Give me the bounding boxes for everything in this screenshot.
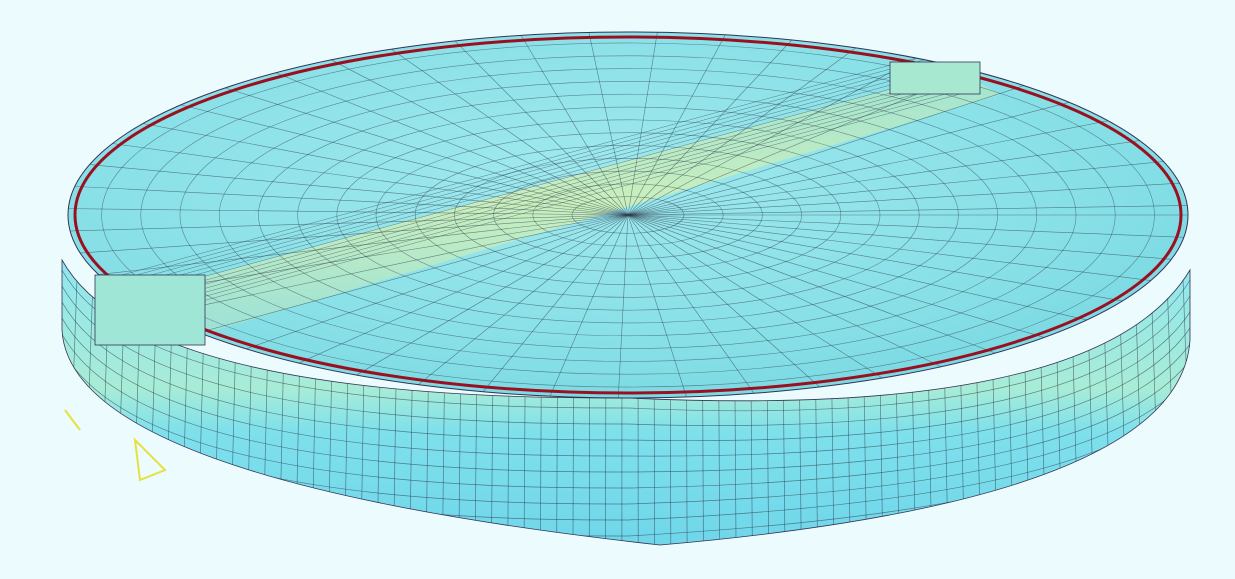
mesh-line — [627, 120, 1109, 216]
mesh-line — [418, 214, 629, 385]
mesh-line — [124, 214, 629, 296]
mesh-line — [627, 39, 792, 216]
mesh-line — [80, 214, 629, 254]
mesh-line — [198, 214, 629, 333]
mesh-line — [74, 186, 629, 216]
mesh-line — [627, 214, 1123, 302]
mesh-line — [482, 214, 629, 392]
mesh-line — [99, 85, 961, 322]
mesh-line — [627, 214, 883, 379]
mesh-line — [627, 57, 917, 216]
mesh-line — [627, 214, 1045, 338]
mesh-line — [356, 214, 629, 376]
mesh-line — [99, 53, 961, 290]
mesh-line — [627, 32, 658, 216]
top-mesh — [68, 32, 1188, 398]
mesh-line — [275, 72, 629, 216]
mesh-line — [112, 143, 629, 216]
mesh-line — [68, 208, 629, 216]
mesh-line — [627, 214, 1172, 260]
mesh-line — [627, 214, 1087, 321]
support-marker — [133, 437, 167, 482]
mesh-line — [627, 214, 755, 394]
mesh-line — [225, 87, 629, 216]
mesh-line — [142, 123, 629, 216]
mesh-line — [627, 161, 1164, 216]
mesh-line — [62, 333, 1190, 473]
mesh-line — [627, 182, 1180, 216]
mesh-line — [180, 104, 629, 216]
mesh-line — [99, 49, 961, 286]
mesh-line — [98, 214, 629, 275]
mesh-line — [62, 317, 1190, 457]
mesh-line — [627, 140, 1140, 216]
mesh-line — [627, 70, 973, 216]
mesh-line — [627, 47, 856, 216]
mesh-line — [298, 214, 629, 364]
mesh-line — [627, 34, 726, 216]
end-block — [889, 61, 981, 95]
mesh-line — [99, 93, 961, 330]
mesh-line — [245, 214, 629, 350]
mesh-line — [454, 40, 629, 216]
mesh-line — [627, 214, 820, 388]
mesh-line — [99, 69, 961, 306]
mesh-line — [331, 59, 629, 216]
support-marker — [64, 409, 81, 431]
mesh-line — [627, 214, 687, 398]
mesh-line — [99, 65, 961, 302]
mesh-line — [99, 61, 961, 298]
rim — [73, 35, 1183, 395]
mesh-line — [62, 260, 63, 545]
mesh-line — [158, 214, 629, 315]
mesh-line — [520, 35, 629, 216]
mesh-line — [62, 285, 1190, 426]
mesh-line — [617, 214, 629, 398]
mesh-line — [99, 57, 961, 294]
mesh-line — [627, 214, 942, 367]
mesh-line — [70, 214, 629, 232]
mesh-line — [62, 301, 1190, 442]
mesh-line — [627, 214, 996, 354]
mesh-line — [627, 214, 1151, 281]
mesh-line — [99, 73, 961, 310]
end-block — [94, 274, 206, 346]
mesh-line — [99, 45, 961, 282]
mesh-line — [588, 32, 629, 216]
mesh-line — [99, 77, 961, 314]
mesh-line — [99, 81, 961, 318]
mesh-line — [89, 164, 629, 216]
side-wall — [61, 258, 1191, 546]
mesh-line — [627, 205, 1188, 216]
mesh-line — [627, 85, 1025, 216]
mesh-line — [627, 214, 1184, 238]
mesh-line — [549, 214, 629, 397]
mesh-line — [62, 349, 1190, 489]
mesh-line — [627, 102, 1070, 216]
mesh-line — [99, 89, 961, 326]
diagonal-band — [100, 70, 1000, 335]
